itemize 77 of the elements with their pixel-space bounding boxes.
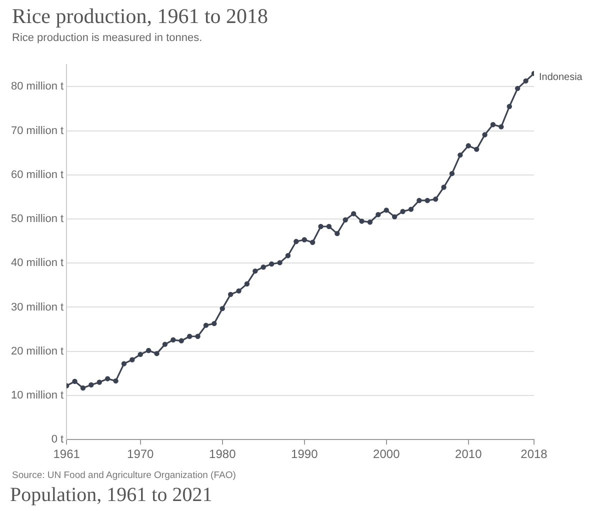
point <box>203 322 209 328</box>
point <box>334 230 340 236</box>
point <box>138 352 143 358</box>
point <box>121 361 127 366</box>
point <box>104 376 110 382</box>
x-tick-label: 1961 <box>53 447 80 462</box>
point <box>449 170 455 176</box>
point <box>154 350 160 356</box>
point <box>458 152 463 158</box>
point <box>113 378 118 384</box>
y-tick-label: 60 million t <box>11 168 64 181</box>
point <box>490 122 496 128</box>
point <box>384 208 389 213</box>
point <box>212 320 217 326</box>
source-note: Source: UN Food and Agriculture Organization (FAO) <box>12 470 236 481</box>
point <box>515 86 520 92</box>
point <box>228 292 234 298</box>
point <box>195 334 200 339</box>
point <box>416 198 422 204</box>
y-tick-label: 40 million t <box>11 257 64 270</box>
y-tick-label: 10 million t <box>11 390 64 402</box>
point <box>80 385 86 391</box>
point <box>367 220 373 225</box>
point <box>268 261 274 267</box>
point <box>310 240 316 245</box>
x-tick-label: 1990 <box>291 447 318 462</box>
point <box>236 288 242 294</box>
point <box>146 348 152 354</box>
point <box>130 357 135 362</box>
point <box>88 382 94 388</box>
y-tick-label: 80 million t <box>11 80 64 93</box>
point <box>170 337 176 342</box>
y-tick-label: 50 million t <box>11 213 64 226</box>
point <box>162 342 168 347</box>
point <box>474 146 480 152</box>
point <box>186 334 192 339</box>
point <box>72 378 78 384</box>
point <box>376 212 381 218</box>
x-tick-label: 2010 <box>455 447 482 462</box>
point <box>466 143 471 148</box>
point <box>220 306 225 312</box>
y-tick-label: 0 t <box>51 434 64 446</box>
point <box>359 218 364 224</box>
point <box>408 206 414 212</box>
point <box>523 78 528 84</box>
x-tick-label: 2018 <box>520 447 548 462</box>
point <box>482 132 488 138</box>
chart-subtitle: Rice production is measured in tonnes. <box>12 32 202 44</box>
point <box>277 260 282 266</box>
chart-title: Rice production, 1961 to 2018 <box>12 4 268 29</box>
point <box>424 198 430 204</box>
point <box>252 268 258 274</box>
point <box>178 338 184 344</box>
point <box>318 224 324 230</box>
point <box>392 214 398 220</box>
x-tick-label: 1970 <box>127 447 154 462</box>
x-tick-label: 1980 <box>209 447 236 462</box>
point <box>244 281 250 286</box>
point <box>302 237 307 242</box>
text: Population, 1961 to 2021 <box>10 484 212 507</box>
point <box>432 196 438 202</box>
y-tick-label: 30 million t <box>11 301 64 314</box>
point <box>441 184 446 190</box>
series-label: Indonesia <box>539 72 583 84</box>
point <box>260 264 266 270</box>
point <box>350 211 356 216</box>
point <box>342 217 348 222</box>
point <box>294 238 299 244</box>
x-tick-label: 2000 <box>373 447 400 462</box>
y-tick-label: 70 million t <box>11 124 64 137</box>
point <box>506 104 512 110</box>
y-tick-label: 20 million t <box>11 345 64 358</box>
point <box>400 208 406 214</box>
point <box>96 380 102 385</box>
point <box>498 124 504 130</box>
point <box>285 253 291 258</box>
point <box>326 224 332 230</box>
